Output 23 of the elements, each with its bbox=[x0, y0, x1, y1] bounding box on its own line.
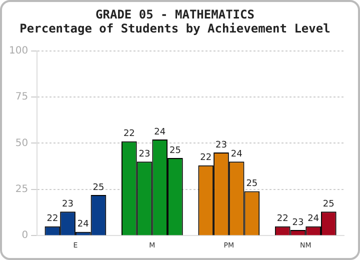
y-tick-label: 0 bbox=[22, 230, 28, 242]
series-label: 23 bbox=[62, 199, 74, 210]
text: 25 bbox=[322, 199, 334, 210]
chart-title: GRADE 05 - MATHEMATICS bbox=[96, 7, 254, 22]
y-tick-label: 100 bbox=[8, 45, 28, 56]
series-label: 22 bbox=[46, 214, 58, 224]
text: 24 bbox=[154, 127, 166, 138]
y-tick-label: 75 bbox=[15, 92, 28, 103]
series-label: 24 bbox=[77, 220, 90, 230]
text: 23 bbox=[292, 218, 304, 228]
text: 23 bbox=[216, 140, 227, 150]
y-tick-label: 25 bbox=[15, 184, 28, 195]
text: 24 bbox=[230, 150, 242, 160]
text: 24 bbox=[308, 214, 320, 224]
text: 23 bbox=[138, 150, 150, 160]
text: 22 bbox=[123, 129, 135, 140]
text: 22 bbox=[200, 153, 212, 164]
text: 22 bbox=[276, 214, 288, 224]
y-tick-label: 50 bbox=[15, 138, 28, 149]
text: 25 bbox=[246, 179, 258, 190]
chart-subtitle: Percentage of Students by Achievement Level bbox=[20, 22, 330, 36]
text: 25 bbox=[169, 146, 181, 156]
series-label: 25 bbox=[92, 182, 104, 193]
